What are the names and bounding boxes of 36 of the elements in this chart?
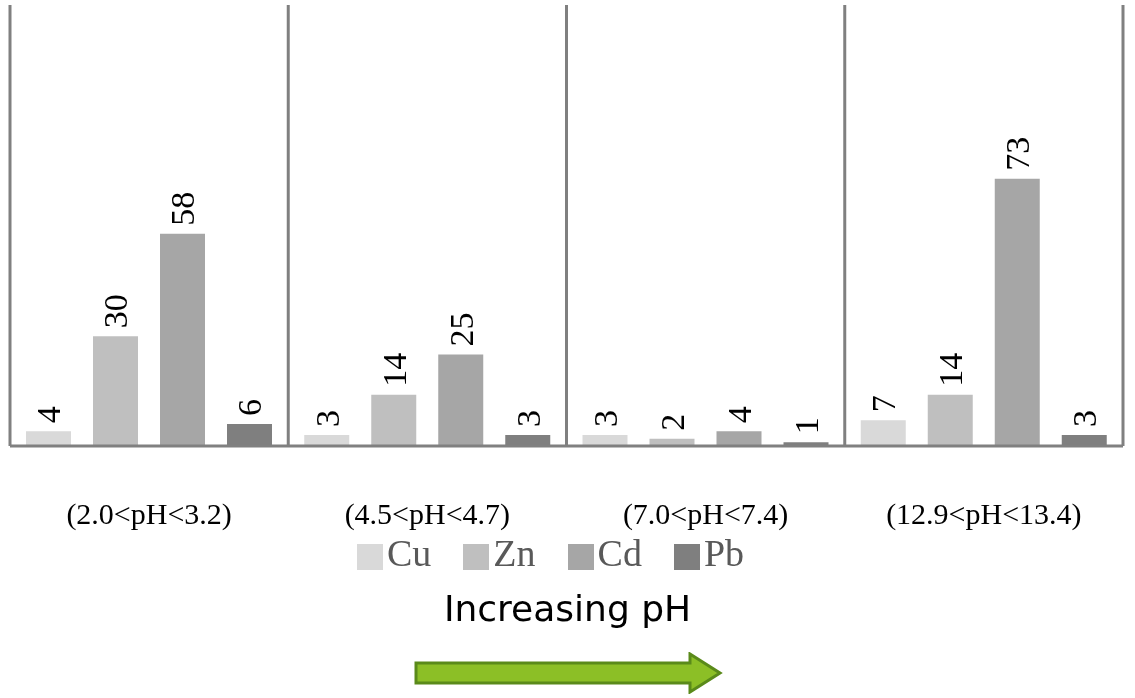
text: Increasing pH bbox=[442, 588, 693, 629]
data-label: 4 bbox=[721, 406, 758, 424]
bar bbox=[860, 420, 906, 446]
bar bbox=[994, 178, 1040, 446]
data-label: 7 bbox=[865, 395, 903, 413]
legend-label: Zn bbox=[493, 532, 536, 574]
data-label: 73 bbox=[999, 136, 1037, 171]
bar bbox=[438, 354, 484, 446]
data-label: 6 bbox=[231, 399, 269, 417]
bar bbox=[304, 435, 350, 446]
data-label: 2 bbox=[654, 413, 691, 431]
bar bbox=[93, 336, 138, 446]
x-tick-label: (7.0<pH<7.4) bbox=[622, 497, 789, 531]
x-tick-label: (2.0<pH<3.2) bbox=[66, 497, 232, 531]
data-label: 14 bbox=[375, 352, 413, 387]
legend-label: Pb bbox=[703, 532, 745, 574]
bar bbox=[582, 435, 628, 446]
bar bbox=[716, 431, 762, 446]
data-label: 25 bbox=[442, 312, 480, 347]
bar bbox=[160, 233, 205, 446]
data-label: 3 bbox=[308, 410, 346, 428]
data-label: 58 bbox=[164, 191, 202, 226]
data-label: 30 bbox=[97, 294, 135, 329]
data-label: 3 bbox=[509, 410, 547, 428]
x-tick-label: (12.9<pH<13.4) bbox=[886, 497, 1082, 531]
legend-label: Cd bbox=[597, 532, 642, 574]
bar bbox=[927, 394, 973, 446]
x-tick-label: (4.5<pH<4.7) bbox=[344, 497, 511, 531]
data-label: 4 bbox=[30, 406, 68, 424]
data-label: 14 bbox=[932, 352, 970, 387]
legend-label: Cu bbox=[386, 532, 432, 574]
bar bbox=[371, 394, 417, 446]
data-label: 3 bbox=[587, 410, 624, 428]
bar bbox=[26, 431, 71, 446]
data-label: 3 bbox=[1066, 410, 1104, 428]
data-label: 1 bbox=[788, 417, 825, 435]
